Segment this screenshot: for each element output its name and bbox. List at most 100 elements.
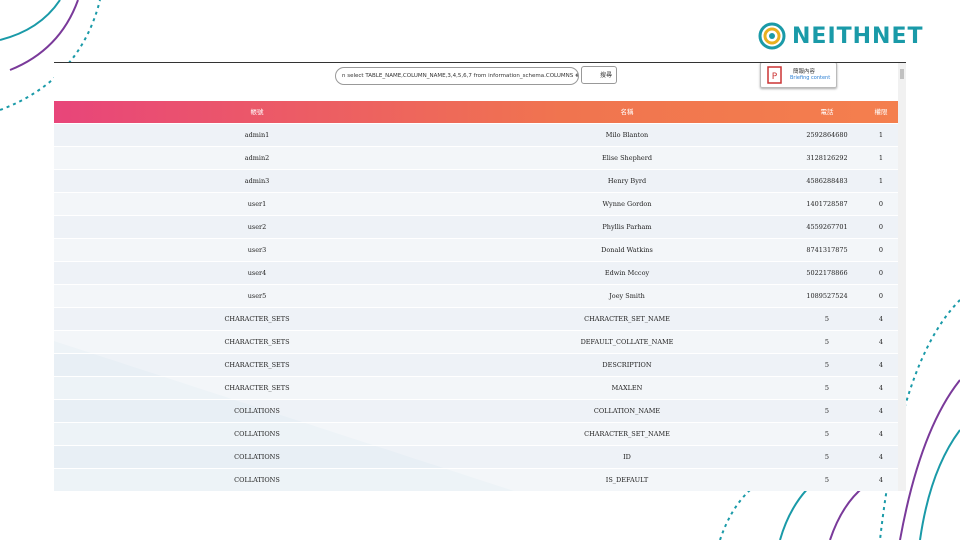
table-cell: 0 [878,269,884,277]
search-input[interactable]: n select TABLE_NAME,COLUMN_NAME,3,4,5,6,… [335,67,579,85]
header-cell: 帳號 [250,108,264,116]
table-row: user2 Phyllis Parham 4559267701 0 [54,216,898,239]
table-cell: CHARACTER_SET_NAME [584,430,670,438]
table-cell: MAXLEN [611,384,643,392]
table-cell: Phyllis Parham [602,223,652,231]
arc [899,379,960,540]
table-cell: ID [623,453,631,461]
table-cell: COLLATIONS [234,430,280,438]
table-cell: 0 [878,246,884,254]
table-row: user5 Joey Smith 1089527524 0 [54,285,898,308]
table-row: user3 Donald Watkins 8741317875 0 [54,239,898,262]
table-cell: 5 [824,315,830,323]
table-row: COLLATIONS IS_DEFAULT 5 4 [54,469,898,491]
table-cell: 4 [878,384,884,392]
table-cell: DEFAULT_COLLATE_NAME [580,338,674,346]
table-cell: 1 [878,177,884,185]
table-row: admin2 Elise Shepherd 3128126292 1 [54,147,898,170]
table-cell: 4559267701 [806,223,848,231]
table-cell: 4 [878,430,884,438]
table-cell: 5 [824,338,830,346]
table-cell: admin3 [244,177,270,185]
table-cell: 4 [878,476,884,484]
table-cell: 5 [824,453,830,461]
briefing-zh: 簡報內容 [793,69,816,75]
table-cell: 4 [878,361,884,369]
table-cell: 4 [878,407,884,415]
scrollbar[interactable] [898,63,906,491]
table-cell: Donald Watkins [601,246,653,254]
table-row: admin1 Milo Blanton 2592864680 1 [54,124,898,147]
table-cell: 0 [878,292,884,300]
table-cell: admin2 [244,154,270,162]
toolbar: n select TABLE_NAME,COLUMN_NAME,3,4,5,6,… [54,63,898,101]
table-cell: CHARACTER_SETS [224,384,290,392]
table-cell: 4 [878,315,884,323]
table-cell: user2 [247,223,267,231]
table-cell: 4 [878,338,884,346]
table-header: 帳號 名稱 電話 權限 [54,101,898,124]
table-cell: 5022178866 [806,269,848,277]
table-cell: 0 [878,223,884,231]
briefing-en: Briefing content [790,75,831,81]
table-cell: COLLATIONS [234,476,280,484]
arc [919,429,960,540]
logo-text: NEITHNET [792,23,924,49]
table-cell: 1 [878,131,884,139]
table-cell: user3 [247,246,267,254]
table-cell: CHARACTER_SETS [224,315,290,323]
pdf-icon: P [767,66,782,84]
table-cell: CHARACTER_SETS [224,361,290,369]
table-cell: 1 [878,154,884,162]
table-cell: 5 [824,476,830,484]
table-row: CHARACTER_SETS MAXLEN 5 4 [54,377,898,400]
table-cell: 0 [878,200,884,208]
table-cell: 4586288483 [806,177,848,185]
arc [9,0,79,71]
table-row: user4 Edwin Mccoy 5022178866 0 [54,262,898,285]
table-cell: Milo Blanton [605,131,649,139]
table-cell: COLLATION_NAME [593,407,661,415]
table-cell: CHARACTER_SET_NAME [584,315,670,323]
table-cell: 2592864680 [806,131,848,139]
arc [879,299,960,540]
table-cell: 1401728587 [806,200,848,208]
header-cell: 權限 [874,108,888,116]
table-row: CHARACTER_SETS DESCRIPTION 5 4 [54,354,898,377]
table-cell: Joey Smith [609,292,645,300]
table-cell: user1 [247,200,267,208]
scroll-thumb[interactable] [900,69,904,79]
table-cell: 5 [824,361,830,369]
table-cell: Henry Byrd [607,177,647,185]
table-cell: admin1 [244,131,270,139]
table-cell: CHARACTER_SETS [224,338,290,346]
briefing-button[interactable]: P 簡報內容 Briefing content [760,63,837,88]
arc [0,0,61,41]
table-cell: 5 [824,384,830,392]
table-cell: user5 [247,292,267,300]
browser-window: n select TABLE_NAME,COLUMN_NAME,3,4,5,6,… [54,62,906,491]
table-cell: COLLATIONS [234,453,280,461]
table-row: admin3 Henry Byrd 4586288483 1 [54,170,898,193]
table-cell: 1089527524 [806,292,848,300]
logo: NEITHNET [758,22,924,50]
table-cell: Wynne Gordon [602,200,652,208]
search-button[interactable]: 搜尋 [581,66,617,84]
table-cell: IS_DEFAULT [605,476,649,484]
table-row: CHARACTER_SETS CHARACTER_SET_NAME 5 4 [54,308,898,331]
table-cell: DESCRIPTION [602,361,652,369]
table-cell: Edwin Mccoy [604,269,650,277]
logo-icon [758,22,786,50]
table-cell: 4 [878,453,884,461]
table-row: COLLATIONS ID 5 4 [54,446,898,469]
table-row: COLLATIONS CHARACTER_SET_NAME 5 4 [54,423,898,446]
table-row: COLLATIONS COLLATION_NAME 5 4 [54,400,898,423]
table-cell: COLLATIONS [234,407,280,415]
svg-text:P: P [772,72,778,82]
table-row: user1 Wynne Gordon 1401728587 0 [54,193,898,216]
table: 帳號 名稱 電話 權限 admin1 Milo Blanton 2592864680 1 adm… [54,101,898,491]
header-cell: 名稱 [620,108,634,116]
table-cell: 8741317875 [806,246,848,254]
table-row: CHARACTER_SETS DEFAULT_COLLATE_NAME 5 4 [54,331,898,354]
